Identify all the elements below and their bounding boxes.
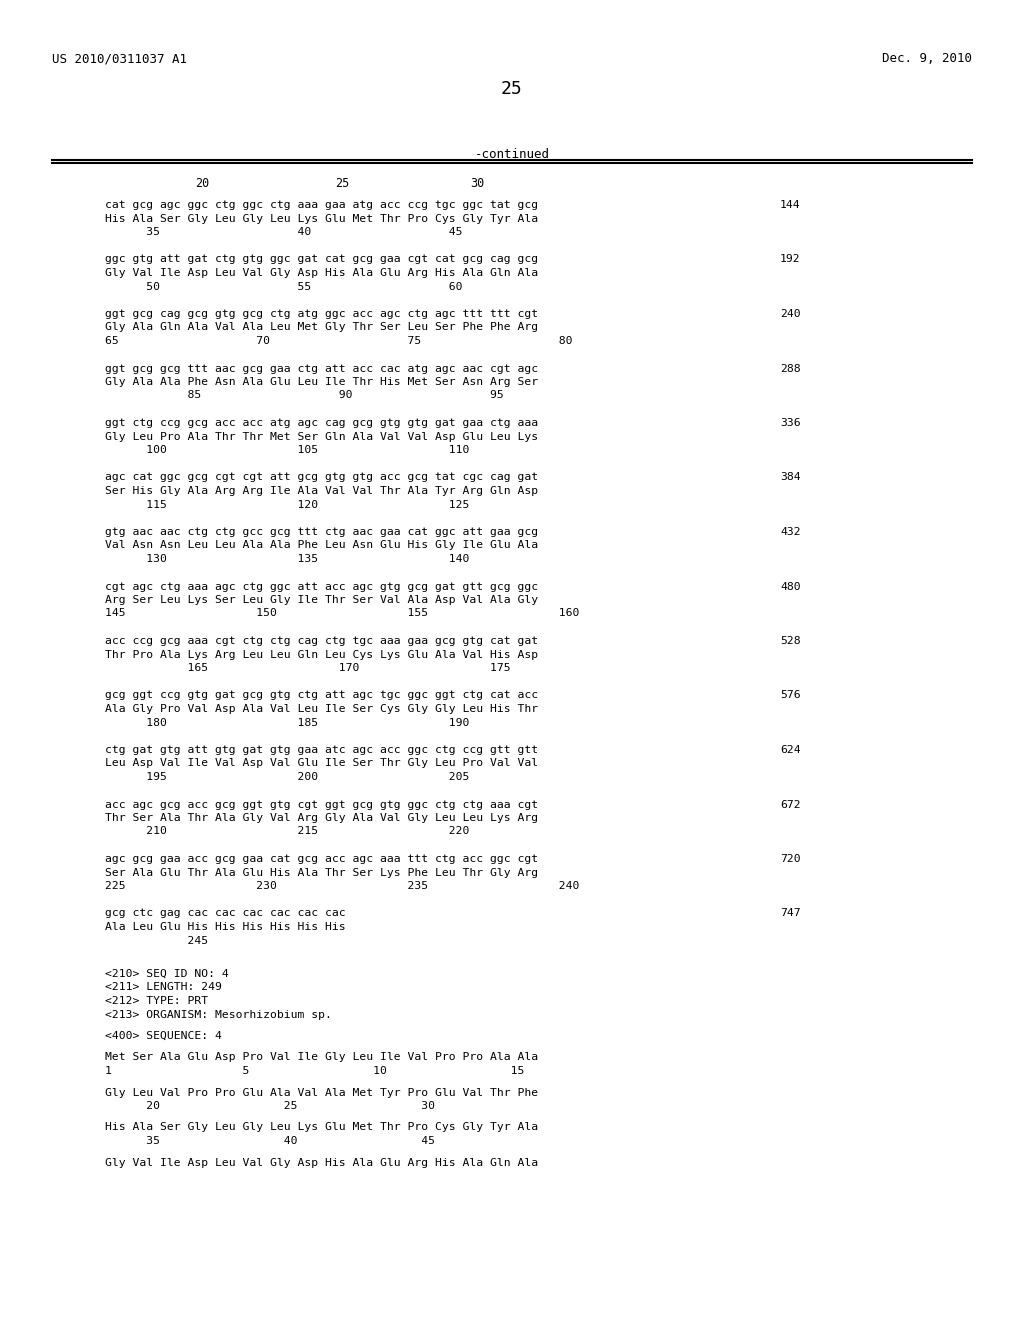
Text: His Ala Ser Gly Leu Gly Leu Lys Glu Met Thr Pro Cys Gly Tyr Ala: His Ala Ser Gly Leu Gly Leu Lys Glu Met …: [105, 1122, 539, 1133]
Text: Gly Ala Gln Ala Val Ala Leu Met Gly Thr Ser Leu Ser Phe Phe Arg: Gly Ala Gln Ala Val Ala Leu Met Gly Thr …: [105, 322, 539, 333]
Text: <213> ORGANISM: Mesorhizobium sp.: <213> ORGANISM: Mesorhizobium sp.: [105, 1010, 332, 1019]
Text: 576: 576: [780, 690, 801, 701]
Text: Thr Ser Ala Thr Ala Gly Val Arg Gly Ala Val Gly Leu Leu Lys Arg: Thr Ser Ala Thr Ala Gly Val Arg Gly Ala …: [105, 813, 539, 822]
Text: 165                   170                   175: 165 170 175: [105, 663, 511, 673]
Text: Leu Asp Val Ile Val Asp Val Glu Ile Ser Thr Gly Leu Pro Val Val: Leu Asp Val Ile Val Asp Val Glu Ile Ser …: [105, 759, 539, 768]
Text: 25: 25: [501, 81, 523, 98]
Text: <210> SEQ ID NO: 4: <210> SEQ ID NO: 4: [105, 969, 228, 979]
Text: His Ala Ser Gly Leu Gly Leu Lys Glu Met Thr Pro Cys Gly Tyr Ala: His Ala Ser Gly Leu Gly Leu Lys Glu Met …: [105, 214, 539, 223]
Text: agc cat ggc gcg cgt cgt att gcg gtg gtg acc gcg tat cgc cag gat: agc cat ggc gcg cgt cgt att gcg gtg gtg …: [105, 473, 539, 483]
Text: <400> SEQUENCE: 4: <400> SEQUENCE: 4: [105, 1031, 222, 1041]
Text: Ser His Gly Ala Arg Arg Ile Ala Val Val Thr Ala Tyr Arg Gln Asp: Ser His Gly Ala Arg Arg Ile Ala Val Val …: [105, 486, 539, 496]
Text: Ala Gly Pro Val Asp Ala Val Leu Ile Ser Cys Gly Gly Leu His Thr: Ala Gly Pro Val Asp Ala Val Leu Ile Ser …: [105, 704, 539, 714]
Text: 85                    90                    95: 85 90 95: [105, 391, 504, 400]
Text: 336: 336: [780, 418, 801, 428]
Text: 288: 288: [780, 363, 801, 374]
Text: acc agc gcg acc gcg ggt gtg cgt ggt gcg gtg ggc ctg ctg aaa cgt: acc agc gcg acc gcg ggt gtg cgt ggt gcg …: [105, 800, 539, 809]
Text: 144: 144: [780, 201, 801, 210]
Text: Val Asn Asn Leu Leu Ala Ala Phe Leu Asn Glu His Gly Ile Glu Ala: Val Asn Asn Leu Leu Ala Ala Phe Leu Asn …: [105, 540, 539, 550]
Text: -continued: -continued: [474, 148, 550, 161]
Text: 130                   135                   140: 130 135 140: [105, 554, 469, 564]
Text: Ala Leu Glu His His His His His His: Ala Leu Glu His His His His His His: [105, 921, 346, 932]
Text: 145                   150                   155                   160: 145 150 155 160: [105, 609, 580, 619]
Text: 20: 20: [195, 177, 209, 190]
Text: 50                    55                    60: 50 55 60: [105, 281, 463, 292]
Text: 192: 192: [780, 255, 801, 264]
Text: ggc gtg att gat ctg gtg ggc gat cat gcg gaa cgt cat gcg cag gcg: ggc gtg att gat ctg gtg ggc gat cat gcg …: [105, 255, 539, 264]
Text: 245: 245: [105, 936, 208, 945]
Text: 20                  25                  30: 20 25 30: [105, 1101, 435, 1111]
Text: acc ccg gcg aaa cgt ctg ctg cag ctg tgc aaa gaa gcg gtg cat gat: acc ccg gcg aaa cgt ctg ctg cag ctg tgc …: [105, 636, 539, 645]
Text: 30: 30: [470, 177, 484, 190]
Text: 747: 747: [780, 908, 801, 919]
Text: ctg gat gtg att gtg gat gtg gaa atc agc acc ggc ctg ccg gtt gtt: ctg gat gtg att gtg gat gtg gaa atc agc …: [105, 744, 539, 755]
Text: ggt gcg gcg ttt aac gcg gaa ctg att acc cac atg agc aac cgt agc: ggt gcg gcg ttt aac gcg gaa ctg att acc …: [105, 363, 539, 374]
Text: <212> TYPE: PRT: <212> TYPE: PRT: [105, 997, 208, 1006]
Text: Met Ser Ala Glu Asp Pro Val Ile Gly Leu Ile Val Pro Pro Ala Ala: Met Ser Ala Glu Asp Pro Val Ile Gly Leu …: [105, 1052, 539, 1063]
Text: Gly Val Ile Asp Leu Val Gly Asp His Ala Glu Arg His Ala Gln Ala: Gly Val Ile Asp Leu Val Gly Asp His Ala …: [105, 1158, 539, 1167]
Text: 210                   215                   220: 210 215 220: [105, 826, 469, 837]
Text: 480: 480: [780, 582, 801, 591]
Text: 384: 384: [780, 473, 801, 483]
Text: Arg Ser Leu Lys Ser Leu Gly Ile Thr Ser Val Ala Asp Val Ala Gly: Arg Ser Leu Lys Ser Leu Gly Ile Thr Ser …: [105, 595, 539, 605]
Text: Thr Pro Ala Lys Arg Leu Leu Gln Leu Cys Lys Glu Ala Val His Asp: Thr Pro Ala Lys Arg Leu Leu Gln Leu Cys …: [105, 649, 539, 660]
Text: 528: 528: [780, 636, 801, 645]
Text: 180                   185                   190: 180 185 190: [105, 718, 469, 727]
Text: agc gcg gaa acc gcg gaa cat gcg acc agc aaa ttt ctg acc ggc cgt: agc gcg gaa acc gcg gaa cat gcg acc agc …: [105, 854, 539, 865]
Text: Ser Ala Glu Thr Ala Glu His Ala Thr Ser Lys Phe Leu Thr Gly Arg: Ser Ala Glu Thr Ala Glu His Ala Thr Ser …: [105, 867, 539, 878]
Text: 432: 432: [780, 527, 801, 537]
Text: 672: 672: [780, 800, 801, 809]
Text: 35                  40                  45: 35 40 45: [105, 1137, 435, 1146]
Text: Gly Val Ile Asp Leu Val Gly Asp His Ala Glu Arg His Ala Gln Ala: Gly Val Ile Asp Leu Val Gly Asp His Ala …: [105, 268, 539, 279]
Text: 240: 240: [780, 309, 801, 319]
Text: 115                   120                   125: 115 120 125: [105, 499, 469, 510]
Text: 1                   5                  10                  15: 1 5 10 15: [105, 1067, 524, 1076]
Text: 25: 25: [335, 177, 349, 190]
Text: 65                    70                    75                    80: 65 70 75 80: [105, 337, 572, 346]
Text: US 2010/0311037 A1: US 2010/0311037 A1: [52, 51, 187, 65]
Text: 100                   105                   110: 100 105 110: [105, 445, 469, 455]
Text: cgt agc ctg aaa agc ctg ggc att acc agc gtg gcg gat gtt gcg ggc: cgt agc ctg aaa agc ctg ggc att acc agc …: [105, 582, 539, 591]
Text: gcg ggt ccg gtg gat gcg gtg ctg att agc tgc ggc ggt ctg cat acc: gcg ggt ccg gtg gat gcg gtg ctg att agc …: [105, 690, 539, 701]
Text: 225                   230                   235                   240: 225 230 235 240: [105, 880, 580, 891]
Text: 624: 624: [780, 744, 801, 755]
Text: Gly Ala Ala Phe Asn Ala Glu Leu Ile Thr His Met Ser Asn Arg Ser: Gly Ala Ala Phe Asn Ala Glu Leu Ile Thr …: [105, 378, 539, 387]
Text: ggt gcg cag gcg gtg gcg ctg atg ggc acc agc ctg agc ttt ttt cgt: ggt gcg cag gcg gtg gcg ctg atg ggc acc …: [105, 309, 539, 319]
Text: gcg ctc gag cac cac cac cac cac cac: gcg ctc gag cac cac cac cac cac cac: [105, 908, 346, 919]
Text: Dec. 9, 2010: Dec. 9, 2010: [882, 51, 972, 65]
Text: <211> LENGTH: 249: <211> LENGTH: 249: [105, 982, 222, 993]
Text: 720: 720: [780, 854, 801, 865]
Text: Gly Leu Val Pro Pro Glu Ala Val Ala Met Tyr Pro Glu Val Thr Phe: Gly Leu Val Pro Pro Glu Ala Val Ala Met …: [105, 1088, 539, 1097]
Text: cat gcg agc ggc ctg ggc ctg aaa gaa atg acc ccg tgc ggc tat gcg: cat gcg agc ggc ctg ggc ctg aaa gaa atg …: [105, 201, 539, 210]
Text: 35                    40                    45: 35 40 45: [105, 227, 463, 238]
Text: Gly Leu Pro Ala Thr Thr Met Ser Gln Ala Val Val Asp Glu Leu Lys: Gly Leu Pro Ala Thr Thr Met Ser Gln Ala …: [105, 432, 539, 441]
Text: gtg aac aac ctg ctg gcc gcg ttt ctg aac gaa cat ggc att gaa gcg: gtg aac aac ctg ctg gcc gcg ttt ctg aac …: [105, 527, 539, 537]
Text: 195                   200                   205: 195 200 205: [105, 772, 469, 781]
Text: ggt ctg ccg gcg acc acc atg agc cag gcg gtg gtg gat gaa ctg aaa: ggt ctg ccg gcg acc acc atg agc cag gcg …: [105, 418, 539, 428]
